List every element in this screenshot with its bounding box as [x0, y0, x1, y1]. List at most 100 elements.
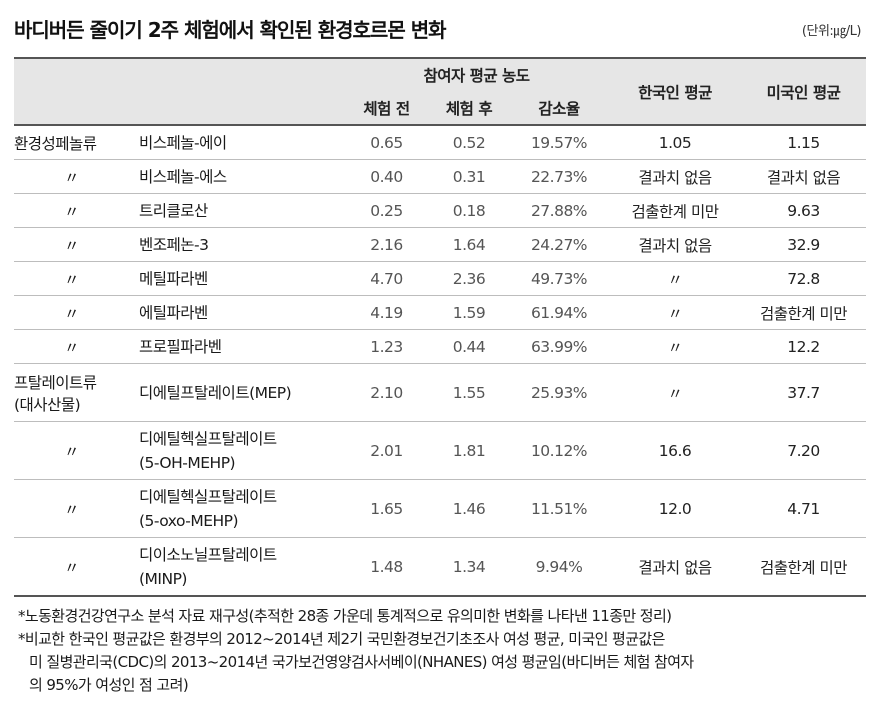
cell-before: 1.65: [344, 479, 429, 538]
cell-korean: 〃: [609, 261, 741, 296]
cell-korean: 16.6: [609, 421, 741, 480]
cell-after: 2.36: [429, 261, 509, 296]
cell-us: 72.8: [741, 261, 866, 296]
row-name-line: (5-oxo-MEHP): [139, 511, 239, 530]
row-category: 〃: [14, 193, 139, 228]
row-category: 〃: [14, 295, 139, 330]
cell-reduction: 19.57%: [509, 125, 609, 160]
row-name: 메틸파라벤: [139, 261, 344, 296]
row-category: 환경성페놀류: [14, 125, 139, 160]
row-name-line: 트리클로산: [139, 201, 208, 220]
row-name-line: 비스페놀-에이: [139, 133, 227, 152]
table-row: 〃 트리클로산 0.25 0.18 27.88% 검출한계 미만 9.63: [14, 193, 866, 228]
cell-us: 12.2: [741, 329, 866, 364]
footnote-2-end: 의 95%가 여성인 점 고려): [29, 676, 189, 694]
row-category: 프탈레이트류 (대사산물): [14, 363, 139, 422]
row-name-line: 메틸파라벤: [139, 269, 208, 288]
row-name: 비스페놀-에이: [139, 125, 344, 160]
cell-after: 1.59: [429, 295, 509, 330]
row-name-line: (MINP): [139, 569, 187, 588]
cell-reduction: 22.73%: [509, 159, 609, 194]
cell-after: 0.31: [429, 159, 509, 194]
table-row: 프탈레이트류 (대사산물) 디에틸프탈레이트(MEP) 2.10 1.55 25.93% 〃…: [14, 363, 866, 422]
cell-before: 1.23: [344, 329, 429, 364]
table-row: 〃 비스페놀-에스 0.40 0.31 22.73% 결과치 없음 결과치 없음: [14, 159, 866, 194]
cell-before: 1.48: [344, 537, 429, 597]
cell-reduction: 25.93%: [509, 363, 609, 422]
cell-after: 1.34: [429, 537, 509, 597]
row-name-line: (5-OH-MEHP): [139, 453, 236, 472]
cell-korean: 〃: [609, 295, 741, 330]
row-name: 트리클로산: [139, 193, 344, 228]
table-row: 〃 에틸파라벤 4.19 1.59 61.94% 〃 검출한계 미만: [14, 295, 866, 330]
row-name: 프로필파라벤: [139, 329, 344, 364]
cell-reduction: 10.12%: [509, 421, 609, 480]
cell-reduction: 9.94%: [509, 537, 609, 597]
cell-reduction: 63.99%: [509, 329, 609, 364]
row-name-line: 디에틸프탈레이트(MEP): [139, 383, 292, 402]
header-after: 체험 후: [429, 91, 509, 126]
row-category: 〃: [14, 261, 139, 296]
table-row: 〃 메틸파라벤 4.70 2.36 49.73% 〃 72.8: [14, 261, 866, 296]
table-row: 〃 디에틸헥실프탈레이트 (5-oxo-MEHP) 1.65 1.46 11.51% 12.…: [14, 479, 866, 538]
row-name: 디에틸헥실프탈레이트 (5-oxo-MEHP): [139, 479, 344, 538]
cell-korean: 결과치 없음: [609, 227, 741, 262]
table-row: 〃 벤조페논-3 2.16 1.64 24.27% 결과치 없음 32.9: [14, 227, 866, 262]
unit-label: (단위:㎍/L): [801, 24, 862, 39]
data-table: 참여자 평균 농도 한국인 평균 미국인 평균 체험 전 체험 후 감소율 환경…: [14, 57, 866, 597]
cell-before: 2.01: [344, 421, 429, 480]
row-category-line: 프탈레이트류: [14, 373, 97, 392]
cell-us: 검출한계 미만: [741, 537, 866, 597]
cell-korean: 결과치 없음: [609, 537, 741, 597]
cell-before: 0.25: [344, 193, 429, 228]
row-name-line: 디에틸헥실프탈레이트: [139, 429, 277, 448]
cell-after: 0.44: [429, 329, 509, 364]
row-category: 〃: [14, 537, 139, 597]
row-category: 〃: [14, 479, 139, 538]
table-row: 〃 디이소노닐프탈레이트 (MINP) 1.48 1.34 9.94% 결과치 없음 검출한계…: [14, 537, 866, 597]
row-name: 디에틸헥실프탈레이트 (5-OH-MEHP): [139, 421, 344, 480]
row-name: 벤조페논-3: [139, 227, 344, 262]
table-row: 〃 디에틸헥실프탈레이트 (5-OH-MEHP) 2.01 1.81 10.12% 16.6…: [14, 421, 866, 480]
cell-korean: 12.0: [609, 479, 741, 538]
header-group: 참여자 평균 농도: [344, 58, 609, 91]
row-name-line: 디이소노닐프탈레이트: [139, 545, 277, 564]
cell-after: 1.64: [429, 227, 509, 262]
cell-us: 9.63: [741, 193, 866, 228]
header-row-2: 체험 전 체험 후 감소율: [14, 91, 866, 126]
cell-reduction: 61.94%: [509, 295, 609, 330]
header-blank: [14, 58, 344, 126]
cell-korean: 결과치 없음: [609, 159, 741, 194]
cell-reduction: 24.27%: [509, 227, 609, 262]
cell-before: 0.65: [344, 125, 429, 160]
cell-after: 1.46: [429, 479, 509, 538]
header-before: 체험 전: [344, 91, 429, 126]
cell-us: 7.20: [741, 421, 866, 480]
row-category: 〃: [14, 421, 139, 480]
cell-korean: 검출한계 미만: [609, 193, 741, 228]
row-name: 에틸파라벤: [139, 295, 344, 330]
cell-before: 4.19: [344, 295, 429, 330]
cell-us: 1.15: [741, 125, 866, 160]
row-name-line: 벤조페논-3: [139, 235, 209, 254]
cell-us: 결과치 없음: [741, 159, 866, 194]
row-name: 디에틸프탈레이트(MEP): [139, 363, 344, 422]
cell-us: 37.7: [741, 363, 866, 422]
cell-before: 2.16: [344, 227, 429, 262]
footnote-2-cont: 미 질병관리국(CDC)의 2013~2014년 국가보건영양검사서베이(NHA…: [29, 653, 694, 671]
header-korean: 한국인 평균: [609, 58, 741, 126]
row-category-line: (대사산물): [14, 395, 81, 414]
cell-us: 32.9: [741, 227, 866, 262]
cell-after: 1.55: [429, 363, 509, 422]
row-name-line: 프로필파라벤: [139, 337, 222, 356]
row-name: 비스페놀-에스: [139, 159, 344, 194]
cell-reduction: 49.73%: [509, 261, 609, 296]
header-us: 미국인 평균: [741, 58, 866, 126]
cell-after: 0.18: [429, 193, 509, 228]
row-name-line: 비스페놀-에스: [139, 167, 227, 186]
cell-after: 1.81: [429, 421, 509, 480]
row-category: 〃: [14, 159, 139, 194]
cell-korean: 1.05: [609, 125, 741, 160]
footnote-2: *비교한 한국인 평균값은 환경부의 2012~2014년 제2기 국민환경보건…: [18, 630, 665, 648]
